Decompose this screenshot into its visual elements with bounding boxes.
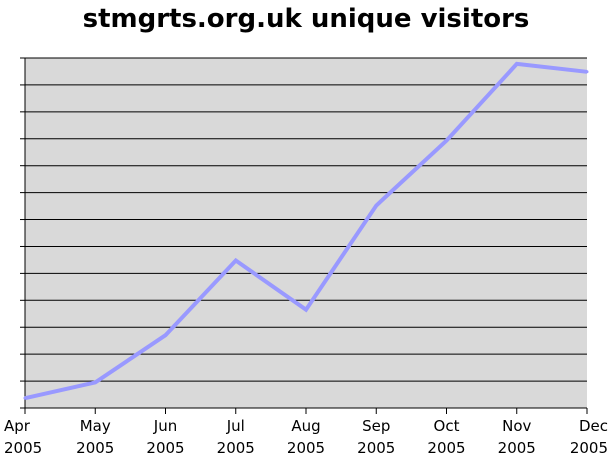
x-tick-label-month: Sep	[362, 417, 390, 435]
x-tick-label-year: 2005	[217, 439, 255, 457]
data-point	[23, 396, 27, 400]
data-point	[374, 203, 378, 207]
x-tick-label-month: Jun	[153, 417, 177, 435]
x-tick-label-month: Aug	[291, 417, 320, 435]
x-tick-label-year: 2005	[287, 439, 325, 457]
x-tick-label-year: 2005	[498, 439, 536, 457]
gridlines	[25, 57, 587, 409]
x-tick-label-month: Oct	[434, 417, 460, 435]
x-tick-label-month: Dec	[579, 417, 608, 435]
x-tick-label-year: 2005	[427, 439, 465, 457]
data-point	[445, 139, 448, 143]
data-point	[164, 333, 167, 337]
data-point	[515, 62, 519, 66]
chart-title: stmgrts.org.uk unique visitors	[82, 4, 530, 34]
data-point	[304, 308, 308, 312]
x-axis: Apr 2005 May 2005 Jun 2005 Jul 2005 Aug 2005 Sep 20…	[4, 407, 608, 457]
x-tick-label-month: Nov	[502, 417, 531, 435]
x-tick-label-year: 2005	[357, 439, 395, 457]
data-point	[585, 70, 589, 74]
x-tick-label-month: May	[80, 417, 111, 435]
data-point	[234, 259, 238, 263]
data-point	[93, 380, 97, 384]
x-tick-label-year: 2005	[146, 439, 184, 457]
series-layer	[23, 61, 589, 401]
x-tick-label-year: 2005	[4, 439, 42, 457]
y-axis-ticks	[20, 57, 26, 409]
plot-area	[25, 58, 587, 408]
x-tick-label-month: Apr	[4, 417, 31, 435]
x-tick-label-year: 2005	[76, 439, 114, 457]
x-tick-label-month: Jul	[226, 417, 245, 435]
x-tick-label-year: 2005	[570, 439, 608, 457]
